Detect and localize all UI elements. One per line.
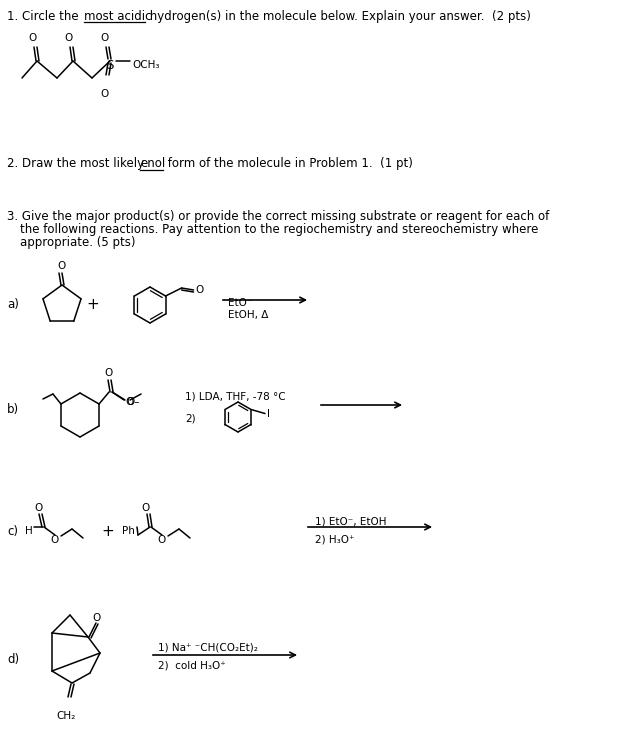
Text: +: + (102, 523, 115, 538)
Text: O: O (29, 33, 37, 43)
Text: 1) EtO⁻, EtOH: 1) EtO⁻, EtOH (315, 517, 386, 527)
Text: H: H (25, 526, 33, 536)
Text: b): b) (7, 403, 19, 416)
Text: O: O (101, 89, 109, 99)
Text: 2): 2) (185, 413, 196, 423)
Text: 1) Na⁺ ⁻CH(CO₂Et)₂: 1) Na⁺ ⁻CH(CO₂Et)₂ (158, 643, 258, 653)
Text: most acidic: most acidic (84, 10, 151, 23)
Text: S: S (106, 59, 114, 72)
Text: EtOH, Δ: EtOH, Δ (228, 310, 269, 320)
Text: O: O (93, 613, 101, 623)
Text: appropriate. (5 pts): appropriate. (5 pts) (20, 236, 135, 249)
Text: 1) LDA, THF, -78 °C: 1) LDA, THF, -78 °C (185, 391, 286, 401)
Text: c): c) (7, 525, 18, 538)
Text: I: I (267, 408, 270, 419)
Text: O: O (35, 503, 43, 513)
Text: form of the molecule in Problem 1.  (1 pt): form of the molecule in Problem 1. (1 pt… (164, 157, 413, 170)
Text: hydrogen(s) in the molecule below. Explain your answer.  (2 pts): hydrogen(s) in the molecule below. Expla… (146, 10, 531, 23)
Text: O–: O– (126, 397, 140, 407)
Text: 3. Give the major product(s) or provide the correct missing substrate or reagent: 3. Give the major product(s) or provide … (7, 210, 549, 223)
Text: d): d) (7, 653, 19, 666)
Text: EtO⁻: EtO⁻ (228, 298, 252, 308)
Text: Ph: Ph (122, 526, 135, 536)
Text: O: O (58, 261, 66, 271)
Text: enol: enol (140, 157, 166, 170)
Text: 2)  cold H₃O⁺: 2) cold H₃O⁺ (158, 661, 226, 671)
Text: 1. Circle the: 1. Circle the (7, 10, 82, 23)
Text: the following reactions. Pay attention to the regiochemistry and stereochemistry: the following reactions. Pay attention t… (20, 223, 538, 236)
Text: O: O (142, 503, 150, 513)
Text: a): a) (7, 297, 19, 310)
Text: O: O (51, 535, 59, 545)
Text: 2. Draw the most likely: 2. Draw the most likely (7, 157, 148, 170)
Text: O: O (65, 33, 73, 43)
Text: +: + (87, 297, 99, 312)
Text: CH₂: CH₂ (57, 711, 75, 721)
Text: O: O (104, 368, 112, 378)
Text: OCH₃: OCH₃ (132, 60, 160, 70)
Text: O: O (125, 397, 133, 407)
Text: O: O (101, 33, 109, 43)
Text: 2) H₃O⁺: 2) H₃O⁺ (315, 534, 354, 544)
Text: O: O (196, 285, 204, 295)
Text: O: O (158, 535, 166, 545)
